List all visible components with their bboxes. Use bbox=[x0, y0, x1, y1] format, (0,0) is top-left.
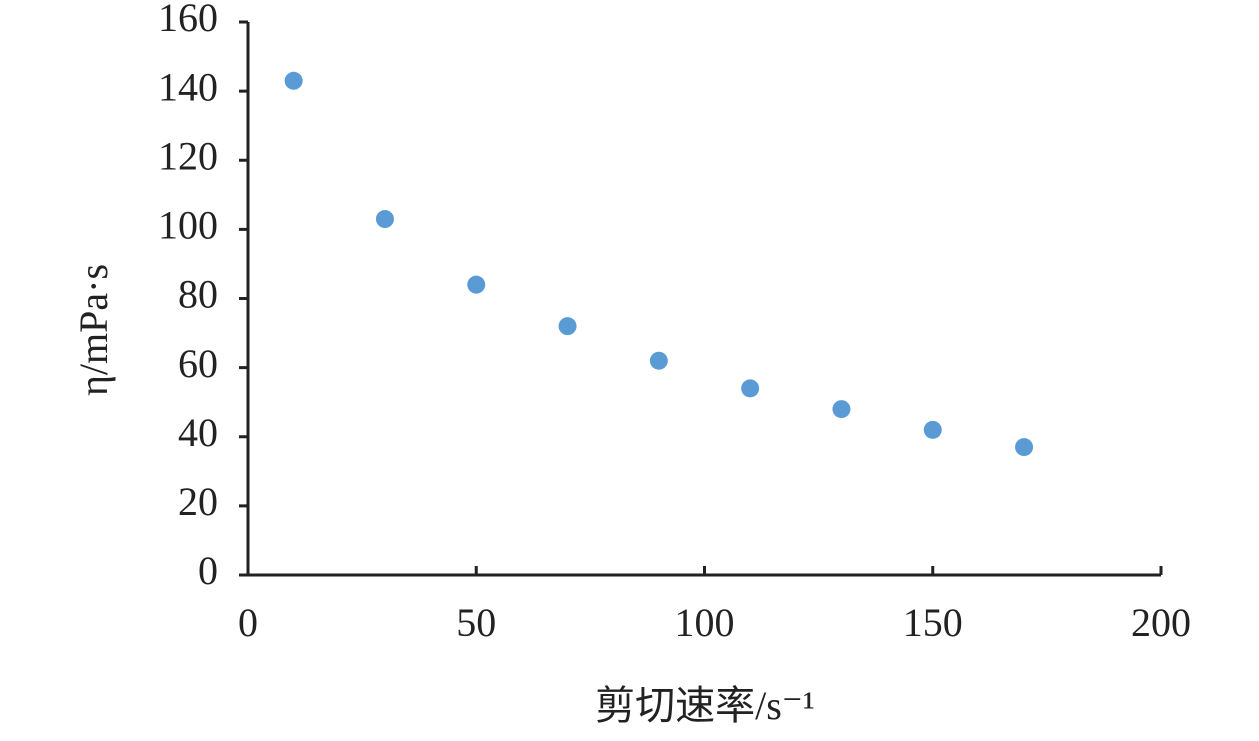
y-tick-label: 140 bbox=[158, 64, 218, 109]
x-tick-label: 150 bbox=[903, 600, 963, 645]
y-tick-label: 60 bbox=[178, 341, 218, 386]
point bbox=[649, 351, 668, 370]
point bbox=[923, 420, 942, 439]
x-tick-label: 100 bbox=[675, 600, 735, 645]
y-tick-label: 20 bbox=[178, 479, 218, 524]
point bbox=[558, 317, 577, 336]
point bbox=[741, 379, 760, 398]
point bbox=[284, 71, 303, 90]
x-tick-label: 0 bbox=[238, 600, 258, 645]
y-axis-title: η/mPa·s bbox=[71, 264, 116, 396]
x-tick-label: 200 bbox=[1131, 600, 1191, 645]
y-tick-label: 0 bbox=[198, 548, 218, 593]
x-tick-label: 50 bbox=[456, 600, 496, 645]
y-tick-label: 160 bbox=[158, 0, 218, 40]
y-tick-label: 100 bbox=[158, 203, 218, 248]
y-tick-label: 80 bbox=[178, 272, 218, 317]
x-axis-title: 剪切速率/s⁻¹ bbox=[595, 683, 815, 728]
y-tick-label: 120 bbox=[158, 133, 218, 178]
point bbox=[467, 275, 486, 294]
point bbox=[1015, 438, 1034, 457]
point bbox=[375, 210, 394, 229]
point bbox=[832, 400, 851, 419]
y-tick-label: 40 bbox=[178, 410, 218, 455]
